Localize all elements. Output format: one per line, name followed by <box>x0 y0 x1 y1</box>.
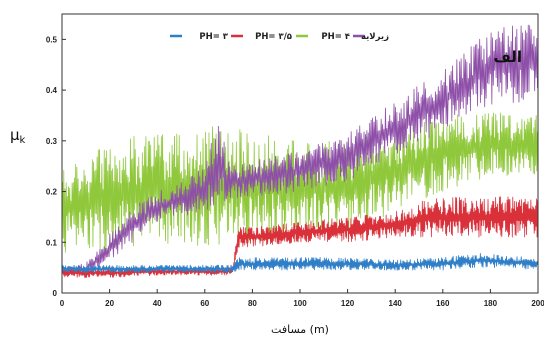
y-tick-label: 0 <box>53 289 58 298</box>
y-axis-label-sub: k <box>20 135 26 146</box>
legend-label: PH= ۳/۵ <box>255 32 292 42</box>
x-tick-label: 180 <box>484 299 498 308</box>
x-tick-label: 40 <box>153 299 162 308</box>
x-tick-label: 0 <box>60 299 65 308</box>
legend-entry-3: PH= ۴ <box>296 32 350 42</box>
legend-label: PH= ۴ <box>321 32 350 42</box>
legend-entry-1: PH= ۳ <box>170 32 229 42</box>
x-tick-label: 120 <box>341 299 355 308</box>
panel-label: الف <box>493 48 522 66</box>
legend-label: PH= ۳ <box>199 32 228 42</box>
y-axis-label-main: μ <box>10 126 20 144</box>
series-line-3 <box>61 112 539 253</box>
x-tick-label: 160 <box>436 299 450 308</box>
x-tick-label: 100 <box>293 299 307 308</box>
x-tick-label: 80 <box>248 299 257 308</box>
legend-entry-4: زیرلایه <box>353 32 389 42</box>
y-tick-label: 0.5 <box>46 35 58 44</box>
x-tick-label: 20 <box>105 299 114 308</box>
y-tick-label: 0.1 <box>46 238 58 247</box>
y-axis-ticks: 0 0.1 0.2 0.3 0.4 0.5 <box>46 35 66 298</box>
y-tick-label: 0.4 <box>46 86 58 95</box>
legend: PH= ۳ PH= ۳/۵ PH= ۴ زیرلایه <box>170 32 389 42</box>
y-tick-label: 0.2 <box>46 188 58 197</box>
series-line-4 <box>61 24 538 279</box>
x-tick-label: 200 <box>531 299 544 308</box>
x-axis-ticks: 0 20 40 60 80 100 120 140 160 180 200 <box>60 289 544 308</box>
legend-label: زیرلایه <box>361 32 389 42</box>
x-tick-label: 140 <box>389 299 403 308</box>
y-axis-label: μk <box>10 126 26 146</box>
series-line-1 <box>61 253 539 274</box>
legend-entry-2: PH= ۳/۵ <box>231 32 292 42</box>
x-tick-label: 60 <box>200 299 209 308</box>
x-axis-label: مسافت (m) <box>271 323 329 336</box>
y-tick-label: 0.3 <box>46 137 58 146</box>
series-layer <box>61 24 539 279</box>
